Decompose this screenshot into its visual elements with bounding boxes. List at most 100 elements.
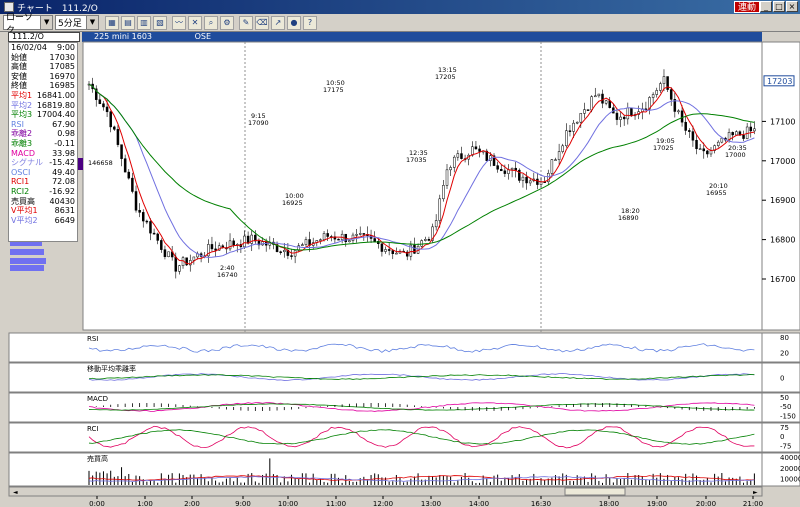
link-button[interactable]: 連動 xyxy=(733,1,760,13)
indicator-c-icon[interactable]: ▧ xyxy=(153,15,167,30)
close-button[interactable]: × xyxy=(786,1,798,12)
trend-icon[interactable]: ↗ xyxy=(271,15,285,30)
symbol-code[interactable]: 111.2/O xyxy=(8,32,80,42)
info-row: RSI 67.90 xyxy=(9,120,77,130)
info-row: 安値 16970 xyxy=(9,72,77,82)
chevron-down-icon[interactable]: ▼ xyxy=(86,16,98,29)
rsi-panel xyxy=(8,332,763,363)
candle-body xyxy=(149,221,152,234)
candle-body xyxy=(583,109,586,114)
candle-body xyxy=(547,173,550,183)
info-value: 49.40 xyxy=(52,167,75,177)
info-value: 40430 xyxy=(49,196,75,206)
candle-body xyxy=(655,90,658,95)
candle-body xyxy=(427,239,431,241)
info-value: 33.98 xyxy=(52,148,75,158)
candle-body xyxy=(572,122,575,132)
candle-body xyxy=(98,99,102,104)
info-row: RCI1 72.08 xyxy=(9,177,77,187)
candle-body xyxy=(348,240,351,243)
info-value: 17085 xyxy=(49,62,75,72)
info-row: 始値 17030 xyxy=(9,53,77,63)
settings-icon[interactable]: ⚙ xyxy=(220,15,234,30)
info-value: 17004.40 xyxy=(36,110,75,120)
info-row: 平均2 16819.80 xyxy=(9,101,77,111)
pen-icon[interactable]: ✎ xyxy=(239,15,253,30)
search-icon[interactable]: ● xyxy=(287,15,301,30)
annotation-price: 17175 xyxy=(323,86,344,94)
rci-tick-label: 75 xyxy=(780,424,789,432)
candle-body xyxy=(666,76,669,90)
info-value: 0.98 xyxy=(57,129,75,139)
candle-body xyxy=(565,130,568,147)
candle-body xyxy=(228,240,232,250)
candle-body xyxy=(326,233,329,237)
eraser-icon[interactable]: ⌫ xyxy=(255,15,269,30)
bar-type-select[interactable]: ローソク ▼ xyxy=(3,13,53,36)
maximize-button[interactable]: □ xyxy=(773,1,785,12)
help-icon[interactable]: ? xyxy=(303,15,317,30)
table-icon[interactable]: ▦ xyxy=(105,15,119,30)
rci1-line xyxy=(88,425,755,449)
info-value: -16.92 xyxy=(49,186,75,196)
candle-body xyxy=(648,97,651,110)
chevron-down-icon[interactable]: ▼ xyxy=(40,16,52,29)
zoom-icon[interactable]: ⌕ xyxy=(204,15,218,30)
info-label: 始値 xyxy=(11,52,27,62)
candle-body xyxy=(409,244,413,257)
info-value: -15.42 xyxy=(49,158,75,168)
candle-body xyxy=(337,238,340,241)
candle-body xyxy=(105,106,109,113)
time-tick-label: 9:00 xyxy=(235,500,251,507)
interval-value: 5分足 xyxy=(58,19,82,29)
time-tick-label: 12:00 xyxy=(373,500,393,507)
info-value: 8631 xyxy=(54,206,75,216)
info-label: 平均3 xyxy=(11,110,33,120)
volume-tick-label: 10000 xyxy=(780,476,800,484)
rsi-panel-title: RSI xyxy=(87,335,98,343)
volume-panel-title: 売買高 xyxy=(87,454,108,463)
volume-axis-panel xyxy=(761,452,800,487)
info-row: 高値 17085 xyxy=(9,62,77,72)
current-price-box xyxy=(763,75,795,87)
candle-body xyxy=(141,212,145,222)
candle-body xyxy=(254,234,257,242)
candle-body xyxy=(395,252,398,255)
main-chart-panel xyxy=(82,41,763,331)
symbol-strip: 225 mini 1603 OSE xyxy=(82,32,762,42)
rci-tick-label: -75 xyxy=(780,442,791,450)
candle-body xyxy=(290,255,293,257)
annotation-time: 12:35 xyxy=(409,149,428,157)
info-label: 売買高 xyxy=(11,196,35,206)
crosshair-icon[interactable]: ✕ xyxy=(188,15,202,30)
vol-ma1-line xyxy=(88,475,755,481)
price-tick-label: 17000 xyxy=(770,157,795,166)
interval-select[interactable]: 5分足 ▼ xyxy=(55,15,99,30)
price-tick-label: 16900 xyxy=(770,196,795,205)
line-chart-icon[interactable]: 〰 xyxy=(172,15,186,30)
candle-body xyxy=(377,241,380,245)
candle-body xyxy=(123,158,127,173)
candle-body xyxy=(579,113,583,123)
candle-body xyxy=(478,148,481,152)
indicator-b-icon[interactable]: ▥ xyxy=(137,15,151,30)
annotation-time: 13:15 xyxy=(438,66,457,74)
candle-body xyxy=(536,178,539,185)
info-row: OSCI 49.40 xyxy=(9,168,77,178)
candle-body xyxy=(283,249,286,253)
info-label: 16/02/04 xyxy=(11,43,47,52)
minimize-button[interactable]: _ xyxy=(760,1,772,12)
indicator-a-icon[interactable]: ▤ xyxy=(121,15,135,30)
candle-body xyxy=(275,244,279,252)
candle-body xyxy=(210,244,214,250)
time-tick-label: 0:00 xyxy=(89,500,105,507)
time-tick-label: 16:30 xyxy=(531,500,551,507)
info-label: 乖離2 xyxy=(11,129,33,139)
candle-body xyxy=(492,155,496,166)
candle-body xyxy=(673,99,677,112)
price-axis-panel xyxy=(761,41,800,331)
left-price-marker xyxy=(76,158,83,170)
macd-tick-label: -150 xyxy=(780,412,796,420)
candle-body xyxy=(279,251,282,253)
